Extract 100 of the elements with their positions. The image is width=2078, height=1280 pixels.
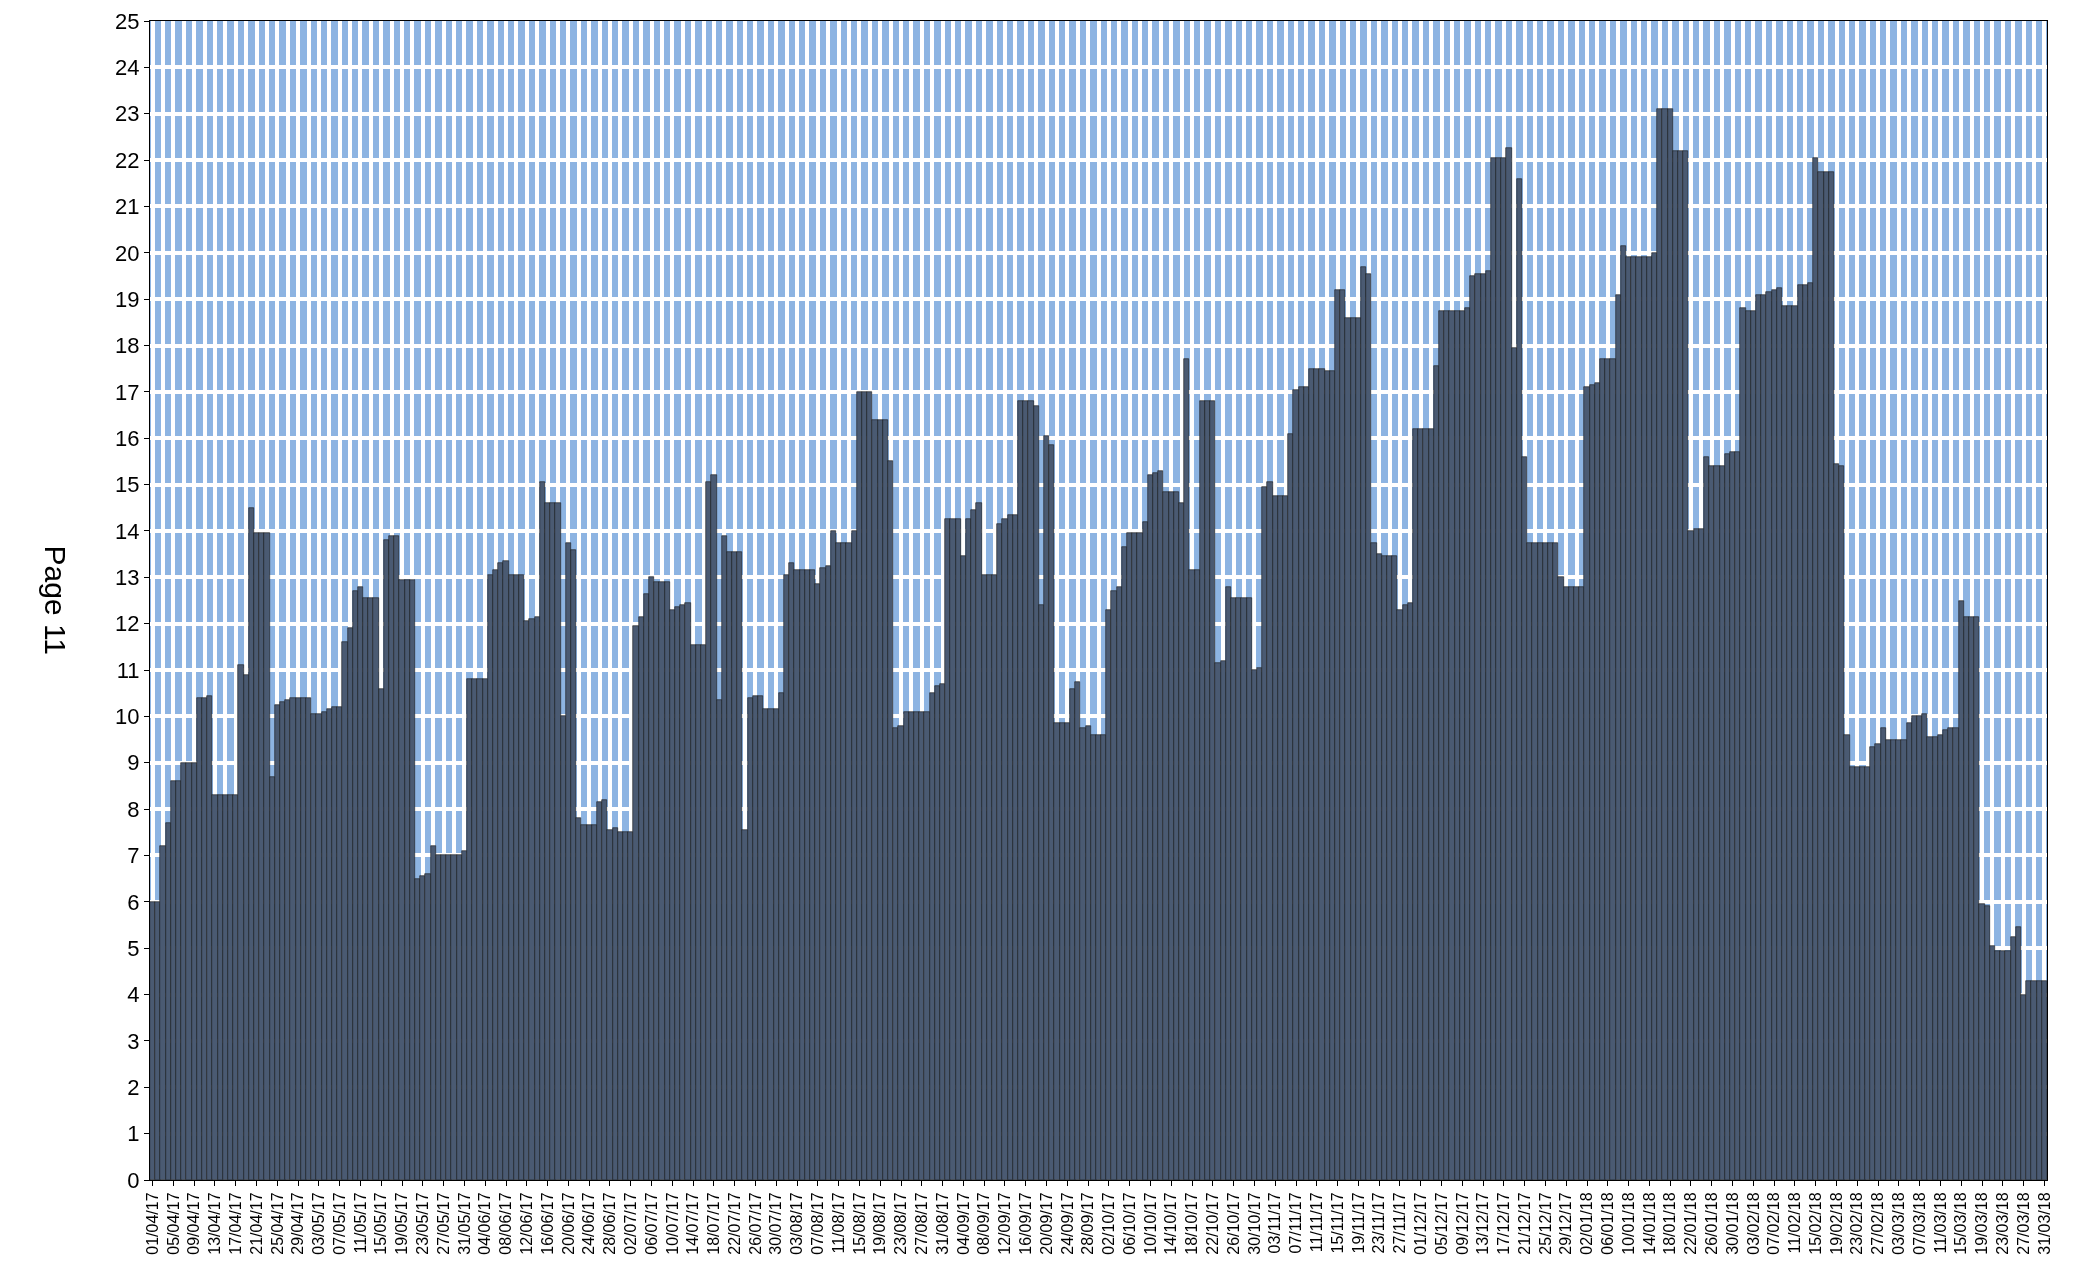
x-tick-label: 03/03/18 [1890, 1192, 1908, 1255]
x-tick-label: 22/01/18 [1682, 1192, 1700, 1255]
x-tick-label: 22/07/17 [725, 1192, 743, 1255]
y-tick-label: 23 [115, 101, 140, 127]
x-tick-label: 27/08/17 [912, 1192, 930, 1255]
x-tick-label: 31/05/17 [455, 1192, 473, 1255]
x-tick-label: 20/09/17 [1037, 1192, 1055, 1255]
y-tick-label: 15 [115, 472, 140, 498]
x-tick-label: 14/10/17 [1162, 1192, 1180, 1255]
y-tick-label: 0 [127, 1167, 140, 1193]
x-tick-label: 18/01/18 [1661, 1192, 1679, 1255]
x-tick-label: 15/05/17 [372, 1192, 390, 1255]
x-tick-label: 26/07/17 [746, 1192, 764, 1255]
x-tick-label: 11/02/18 [1786, 1192, 1804, 1254]
y-tick-label: 4 [127, 982, 140, 1008]
y-tick-label: 14 [115, 518, 140, 544]
x-tick-label: 03/08/17 [788, 1192, 806, 1255]
y-tick-label: 2 [127, 1074, 140, 1100]
x-tick-label: 20/06/17 [559, 1192, 577, 1255]
x-tick-label: 26/01/18 [1702, 1192, 1720, 1255]
x-tick-label: 30/10/17 [1245, 1192, 1263, 1255]
y-tick-label: 24 [115, 55, 140, 81]
x-tick-label: 10/01/18 [1619, 1192, 1637, 1255]
x-tick-label: 24/06/17 [580, 1192, 598, 1255]
x-tick-label: 21/12/17 [1515, 1192, 1533, 1255]
x-tick-label: 26/10/17 [1224, 1192, 1242, 1255]
y-tick-label: 8 [127, 796, 140, 822]
text: Page 11 [38, 545, 72, 656]
x-tick-label: 14/01/18 [1640, 1192, 1658, 1255]
x-tick-label: 15/03/18 [1952, 1192, 1970, 1255]
x-tick-label: 03/05/17 [310, 1192, 328, 1255]
x-tick-label: 07/11/17 [1287, 1192, 1305, 1254]
x-tick-label: 27/03/18 [2014, 1192, 2032, 1255]
x-tick-label: 23/03/18 [1994, 1192, 2012, 1255]
x-tick-label: 07/03/18 [1910, 1192, 1928, 1255]
x-tick-label: 28/06/17 [601, 1192, 619, 1255]
x-tick-label: 06/01/18 [1599, 1192, 1617, 1255]
x-tick-label: 11/11/17 [1307, 1192, 1325, 1253]
x-tick-label: 07/02/18 [1765, 1192, 1783, 1255]
x-tick-label: 02/01/18 [1578, 1192, 1596, 1255]
x-tick-label: 24/09/17 [1058, 1192, 1076, 1255]
x-tick-label: 06/07/17 [642, 1192, 660, 1255]
x-tick-label: 06/10/17 [1120, 1192, 1138, 1255]
x-tick-label: 10/10/17 [1141, 1192, 1159, 1255]
x-tick-label: 11/05/17 [351, 1192, 369, 1254]
x-tick-label: 15/11/17 [1328, 1192, 1346, 1254]
x-tick-label: 27/11/17 [1391, 1192, 1409, 1254]
x-tick-label: 07/08/17 [809, 1192, 827, 1255]
x-tick-label: 30/07/17 [767, 1192, 785, 1255]
x-tick-label: 12/09/17 [996, 1192, 1014, 1255]
x-tick-label: 18/10/17 [1183, 1192, 1201, 1255]
x-tick-label: 15/08/17 [850, 1192, 868, 1255]
x-tick-label: 03/02/18 [1744, 1192, 1762, 1255]
x-tick-label: 28/09/17 [1079, 1192, 1097, 1255]
x-tick-label: 27/05/17 [434, 1192, 452, 1255]
x-tick-label: 05/04/17 [164, 1192, 182, 1255]
x-tick-label: 08/06/17 [497, 1192, 515, 1255]
y-tick-label: 17 [115, 379, 140, 405]
x-tick-label: 01/12/17 [1411, 1192, 1429, 1255]
x-tick-label: 31/08/17 [933, 1192, 951, 1255]
y-tick-label: 12 [115, 611, 140, 637]
x-tick-label: 10/07/17 [663, 1192, 681, 1255]
x-tick-label: 29/04/17 [289, 1192, 307, 1255]
x-tick-label: 05/12/17 [1432, 1192, 1450, 1255]
y-tick-label: 22 [115, 147, 140, 173]
x-tick-label: 04/06/17 [476, 1192, 494, 1255]
x-tick-label: 02/10/17 [1100, 1192, 1118, 1255]
x-tick-label: 12/06/17 [518, 1192, 535, 1255]
y-tick-label: 19 [115, 286, 140, 312]
y-tick-label: 16 [115, 425, 140, 451]
x-tick-label: 23/11/17 [1370, 1192, 1388, 1254]
x-tick-label: 13/04/17 [206, 1192, 224, 1255]
x-tick-label: 23/05/17 [414, 1192, 432, 1255]
x-tick-label: 23/08/17 [892, 1192, 910, 1255]
y-tick-label: 9 [127, 750, 140, 776]
x-tick-label: 30/01/18 [1723, 1192, 1741, 1255]
x-tick-label: 17/12/17 [1495, 1192, 1513, 1255]
y-tick-label: 11 [116, 657, 140, 683]
x-tick-label: 13/12/17 [1474, 1192, 1492, 1255]
x-tick-label: 19/08/17 [871, 1192, 889, 1255]
x-tick-label: 04/09/17 [954, 1192, 972, 1255]
x-tick-label: 19/02/18 [1827, 1192, 1845, 1255]
y-tick-label: 3 [127, 1028, 140, 1054]
x-tick-label: 29/12/17 [1557, 1192, 1575, 1255]
x-tick-label: 31/03/18 [2035, 1192, 2053, 1255]
x-tick-label: 27/02/18 [1869, 1192, 1887, 1255]
x-tick-label: 02/07/17 [621, 1192, 639, 1255]
y-tick-label: 1 [127, 1121, 140, 1147]
x-tick-label: 01/04/17 [143, 1192, 161, 1255]
y-tick-label: 5 [127, 935, 140, 961]
x-tick-label: 16/09/17 [1016, 1192, 1034, 1255]
x-tick-label: 09/12/17 [1453, 1192, 1471, 1255]
x-tick-label: 19/11/17 [1349, 1192, 1367, 1254]
y-tick-label: 18 [115, 333, 140, 359]
y-tick-label: 10 [115, 704, 140, 730]
x-tick-label: 11/03/18 [1931, 1192, 1949, 1254]
x-tick-label: 25/04/17 [268, 1192, 286, 1255]
y-tick-label: 25 [115, 8, 140, 34]
x-tick-label: 18/07/17 [705, 1192, 723, 1255]
x-tick-label: 11/08/17 [829, 1192, 847, 1254]
